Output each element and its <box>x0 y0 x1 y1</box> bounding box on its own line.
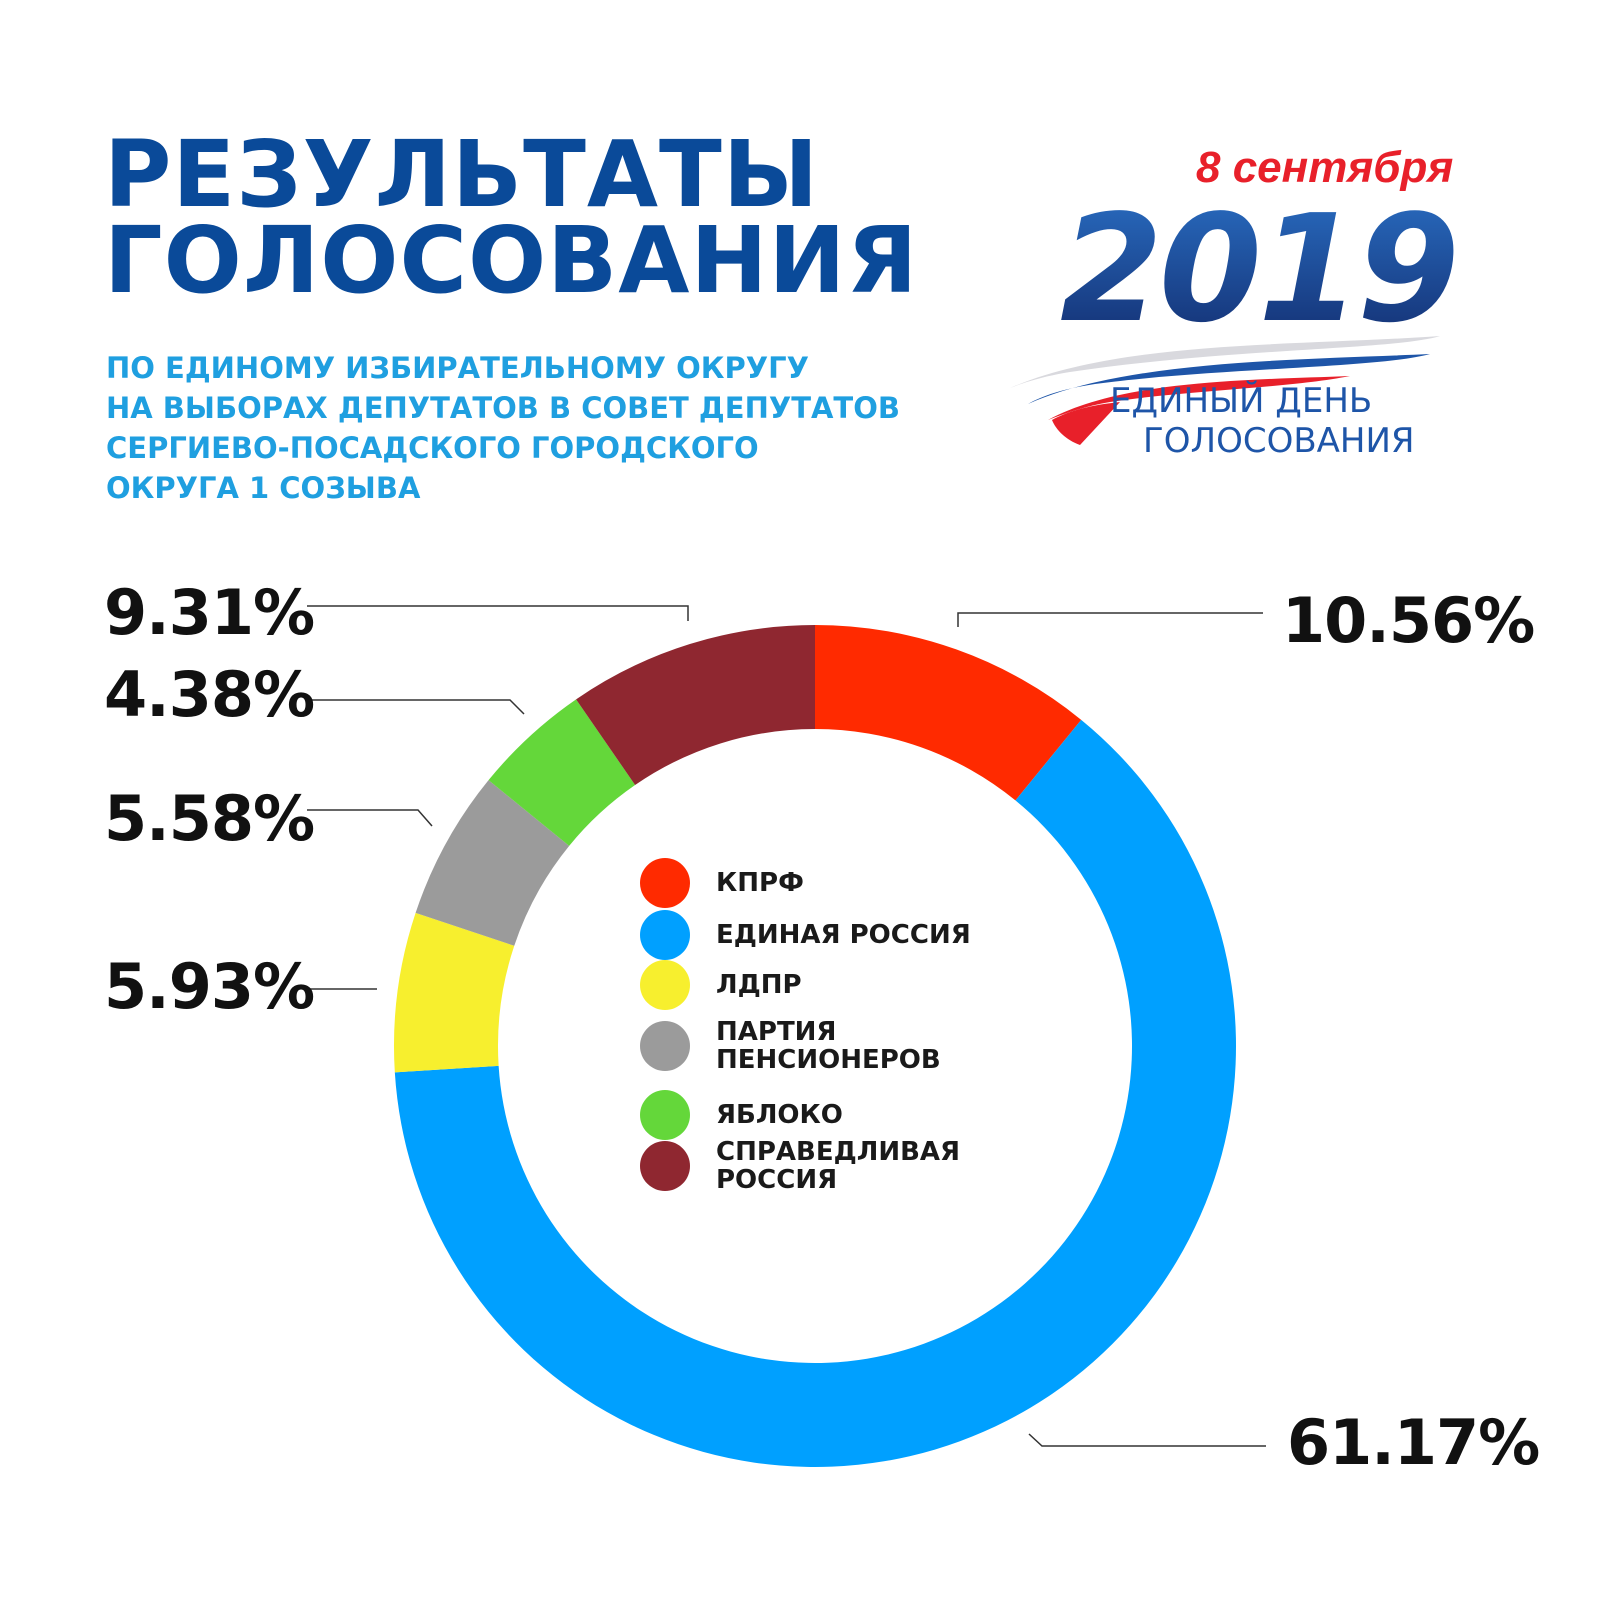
leader-line <box>957 612 1263 627</box>
legend-label-line: КПРФ <box>716 868 804 898</box>
donut-slice <box>415 780 570 946</box>
donut-slice <box>394 719 1237 1467</box>
subtitle-line: ОКРУГА 1 СОЗЫВА <box>106 471 421 505</box>
subtitle-line: ПО ЕДИНОМУ ИЗБИРАТЕЛЬНОМУ ОКРУГУ <box>106 351 809 385</box>
logo-caption-line: ГОЛОСОВАНИЯ <box>1143 421 1415 461</box>
leader-line <box>307 605 689 621</box>
subtitle-line: НА ВЫБОРАХ ДЕПУТАТОВ В СОВЕТ ДЕПУТАТОВ <box>106 391 900 425</box>
subtitle-line: СЕРГИЕВО-ПОСАДСКОГО ГОРОДСКОГО <box>106 431 759 465</box>
legend-item: СПРАВЕДЛИВАЯ РОССИЯ <box>640 1138 986 1194</box>
legend-swatch <box>640 960 690 1010</box>
legend-swatch <box>640 1021 690 1071</box>
leader-line <box>307 809 433 827</box>
legend-label: КПРФ <box>716 869 986 897</box>
percent-label: 5.58% <box>104 782 315 855</box>
legend-item: ЕДИНАЯ РОССИЯ <box>640 910 986 960</box>
legend-label-line: РОССИЯ <box>716 1165 838 1195</box>
donut-slice <box>815 625 1082 801</box>
legend-swatch <box>640 858 690 908</box>
logo-year: 2019 <box>1060 183 1456 355</box>
legend-label: ЕДИНАЯ РОССИЯ <box>716 921 986 949</box>
legend-label-line: ЯБЛОКО <box>716 1100 843 1130</box>
legend-label: ЯБЛОКО <box>716 1101 986 1129</box>
title-line: РЕЗУЛЬТАТЫ <box>104 121 820 228</box>
legend-label: СПРАВЕДЛИВАЯ РОССИЯ <box>716 1138 986 1194</box>
percent-label: 9.31% <box>104 576 315 649</box>
leader-line <box>307 699 525 715</box>
legend-swatch <box>640 910 690 960</box>
legend-label: ПАРТИЯ ПЕНСИОНЕРОВ <box>716 1018 986 1074</box>
legend-item: ПАРТИЯ ПЕНСИОНЕРОВ <box>640 1018 986 1074</box>
leader-line <box>1028 1433 1266 1447</box>
percent-label: 61.17% <box>1287 1406 1540 1479</box>
percent-label: 10.56% <box>1282 584 1535 657</box>
donut-slice <box>394 912 515 1073</box>
legend-item: КПРФ <box>640 858 986 908</box>
legend-swatch <box>640 1141 690 1191</box>
donut-slice <box>576 625 815 785</box>
legend-item: ЯБЛОКО <box>640 1090 986 1140</box>
page-title: РЕЗУЛЬТАТЫ ГОЛОСОВАНИЯ <box>104 121 919 314</box>
election-day-logo: 8 сентября 2019 ЕДИНЫЙ ДЕНЬ ГОЛОСОВАНИЯ <box>1010 143 1460 461</box>
legend-label-line: СПРАВЕДЛИВАЯ <box>716 1137 961 1167</box>
legend-label: ЛДПР <box>716 971 986 999</box>
legend-label-line: ПАРТИЯ <box>716 1017 837 1047</box>
page-subtitle: ПО ЕДИНОМУ ИЗБИРАТЕЛЬНОМУ ОКРУГУ НА ВЫБО… <box>106 348 900 508</box>
legend-item: ЛДПР <box>640 960 986 1010</box>
percent-label: 5.93% <box>104 950 315 1023</box>
donut-slice <box>488 699 636 846</box>
percent-label: 4.38% <box>104 658 315 731</box>
title-line: ГОЛОСОВАНИЯ <box>104 207 919 314</box>
legend-label-line: ПЕНСИОНЕРОВ <box>716 1045 941 1075</box>
legend-swatch <box>640 1090 690 1140</box>
flag-ribbon-icon <box>1010 336 1440 445</box>
logo-caption-line: ЕДИНЫЙ ДЕНЬ <box>1110 380 1372 421</box>
legend-label-line: ЛДПР <box>716 970 802 1000</box>
logo-date: 8 сентября <box>1196 143 1453 192</box>
legend-label-line: ЕДИНАЯ РОССИЯ <box>716 920 971 950</box>
